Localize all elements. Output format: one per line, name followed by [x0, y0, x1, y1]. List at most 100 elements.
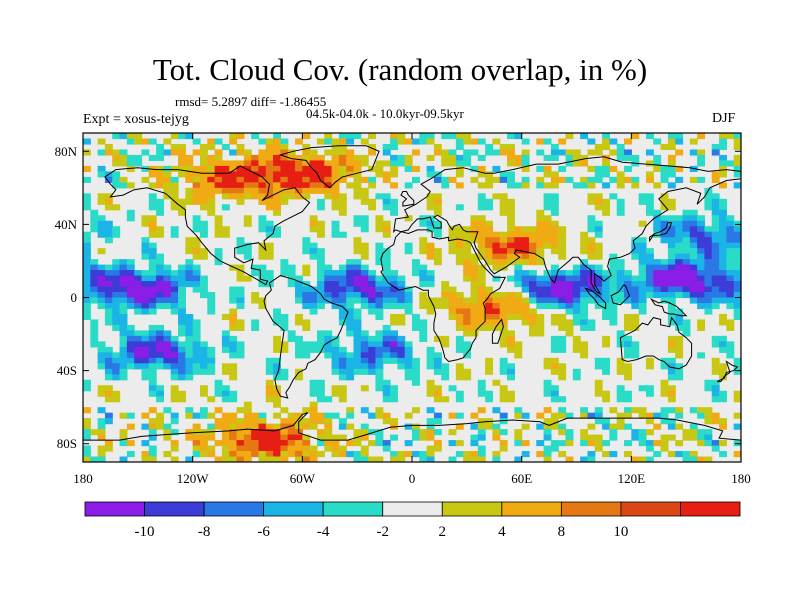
- field-cell: [719, 423, 727, 430]
- field-cell: [353, 160, 362, 167]
- field-cell: [675, 264, 684, 271]
- field-cell: [236, 143, 245, 151]
- field-cell: [309, 286, 318, 293]
- field-cell: [711, 385, 720, 392]
- field-cell: [97, 264, 106, 271]
- field-cell: [126, 451, 135, 458]
- field-cell: [324, 165, 333, 172]
- field-cell: [112, 231, 121, 238]
- field-cell: [156, 346, 165, 353]
- field-cell: [485, 198, 494, 205]
- field-cell: [390, 330, 398, 337]
- field-cell: [455, 171, 464, 178]
- field-cell: [199, 434, 208, 441]
- field-cell: [697, 237, 706, 244]
- field-cell: [316, 226, 325, 233]
- field-cell: [499, 330, 508, 337]
- field-cell: [455, 248, 464, 255]
- field-cell: [156, 297, 165, 304]
- field-cell: [602, 286, 610, 293]
- field-cell: [485, 368, 494, 375]
- field-cell: [631, 313, 640, 321]
- field-cell: [309, 418, 318, 425]
- field-cell: [580, 242, 589, 249]
- field-cell: [463, 451, 472, 458]
- field-cell: [156, 357, 165, 364]
- field-cell: [148, 407, 157, 414]
- field-cell: [507, 231, 515, 238]
- field-cell: [675, 248, 684, 255]
- field-cell: [287, 182, 296, 189]
- field-cell: [514, 313, 523, 321]
- field-cell: [653, 275, 662, 282]
- field-cell: [338, 297, 347, 304]
- field-cell: [126, 335, 135, 342]
- field-cell: [543, 154, 552, 162]
- field-cell: [675, 313, 684, 321]
- field-cell: [404, 368, 413, 375]
- field-cell: [404, 138, 413, 145]
- field-cell: [448, 456, 457, 462]
- field-cell: [390, 154, 398, 162]
- field-cell: [97, 352, 106, 359]
- field-cell: [594, 165, 603, 172]
- field-cell: [521, 308, 530, 315]
- field-cell: [295, 319, 303, 326]
- field-cell: [550, 193, 559, 200]
- field-cell: [97, 270, 106, 277]
- field-cell: [733, 264, 741, 271]
- field-cell: [624, 176, 632, 183]
- field-cell: [675, 259, 684, 266]
- field-cell: [185, 335, 194, 342]
- field-cell: [273, 198, 281, 205]
- field-cell: [295, 182, 303, 189]
- field-cell: [412, 324, 420, 331]
- field-cell: [485, 313, 494, 321]
- field-cell: [236, 198, 245, 205]
- field-cell: [353, 341, 362, 348]
- field-cell: [273, 423, 281, 430]
- field-cell: [141, 374, 150, 381]
- field-cell: [192, 248, 201, 255]
- field-cell: [704, 259, 713, 266]
- field-cell: [163, 434, 172, 441]
- field-cell: [178, 324, 186, 331]
- field-cell: [295, 335, 303, 342]
- field-cell: [419, 319, 428, 326]
- field-cell: [675, 226, 684, 233]
- field-cell: [236, 352, 245, 359]
- field-cell: [507, 374, 515, 381]
- field-cell: [660, 281, 669, 288]
- field-cell: [251, 270, 260, 277]
- field-cell: [726, 237, 735, 244]
- field-cell: [580, 281, 589, 288]
- field-cell: [514, 264, 523, 271]
- field-cell: [521, 281, 530, 288]
- field-cell: [265, 396, 274, 403]
- field-cell: [711, 253, 720, 260]
- colorbar-label: -6: [257, 524, 270, 540]
- field-cell: [163, 407, 172, 414]
- field-cell: [295, 171, 303, 178]
- field-cell: [733, 171, 741, 178]
- field-cell: [477, 138, 486, 145]
- field-cell: [243, 182, 252, 189]
- field-cell: [470, 264, 479, 271]
- field-cell: [170, 231, 179, 238]
- field-cell: [382, 335, 391, 342]
- field-cell: [426, 363, 435, 370]
- field-cell: [134, 363, 143, 370]
- field-cell: [382, 275, 391, 282]
- field-cell: [660, 286, 669, 293]
- field-cell: [463, 149, 472, 156]
- field-cell: [550, 275, 559, 282]
- field-cell: [243, 434, 252, 441]
- field-cell: [199, 286, 208, 293]
- field-cell: [448, 231, 457, 238]
- field-cell: [397, 451, 406, 458]
- field-cell: [338, 286, 347, 293]
- field-cell: [280, 176, 289, 183]
- field-cell: [214, 215, 223, 222]
- field-cell: [448, 133, 457, 140]
- coastline-south-america: [263, 275, 349, 399]
